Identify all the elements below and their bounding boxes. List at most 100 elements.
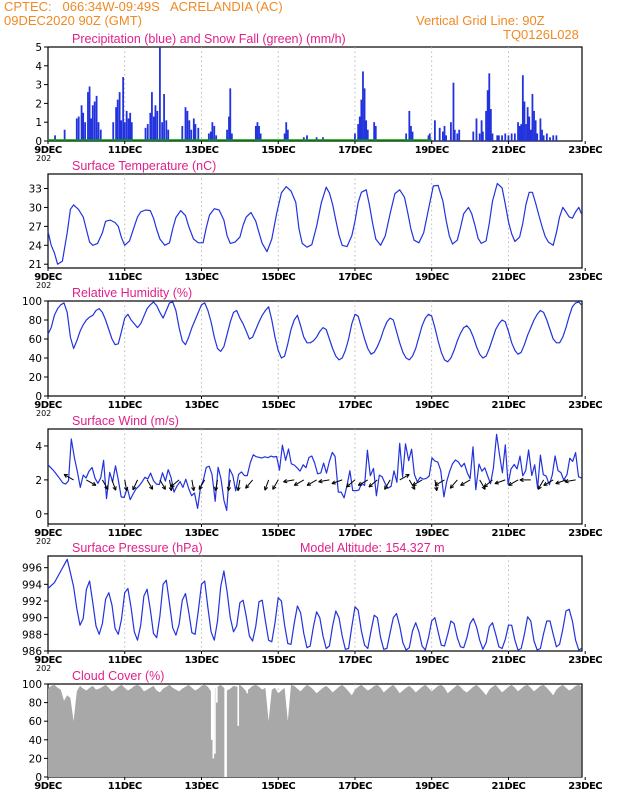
precip-bar xyxy=(209,131,212,141)
precip-bar xyxy=(84,122,86,141)
wind-arrow xyxy=(101,479,109,490)
y-tick-label: 40 xyxy=(29,735,42,747)
precip-bar xyxy=(410,125,412,141)
x-tick-label: 15DEC xyxy=(261,145,295,156)
x-tick-label: 17DEC xyxy=(338,655,372,666)
precip-bar xyxy=(489,109,492,141)
year-label: 202 xyxy=(36,281,51,290)
y-tick-label: 5 xyxy=(35,42,42,54)
wind-arrow xyxy=(245,479,254,489)
wind-arrow xyxy=(86,479,97,486)
wind-arrow xyxy=(132,479,138,491)
precip-bar xyxy=(230,133,233,141)
precip-bar xyxy=(283,133,286,141)
precip-bar xyxy=(123,122,126,141)
precip-bar xyxy=(207,133,210,141)
wind-arrow xyxy=(159,479,166,490)
precip-bar xyxy=(165,120,168,141)
precip-bar xyxy=(149,112,152,141)
wind-arrow xyxy=(357,479,369,486)
precip-bar xyxy=(122,77,125,141)
wind-arrow xyxy=(346,479,356,488)
year-label: 202 xyxy=(36,537,51,546)
precip-bar xyxy=(211,122,214,141)
precip-bar xyxy=(127,118,130,141)
x-tick-label: 21DEC xyxy=(492,272,526,283)
precip-bar xyxy=(360,99,363,141)
x-tick-label: 17DEC xyxy=(338,145,372,156)
wind-arrow xyxy=(412,479,423,486)
precip-bar xyxy=(374,125,377,141)
panel-title: Surface Pressure (hPa) xyxy=(72,541,203,555)
x-tick-label: 17DEC xyxy=(338,272,372,283)
precip-bar xyxy=(130,122,133,141)
panel-annotation: Model Altitude: 154.327 m xyxy=(300,541,445,555)
wind-arrow xyxy=(294,479,305,486)
wind-arrow-head xyxy=(434,481,440,486)
precip-bar xyxy=(488,73,491,141)
precip-bar xyxy=(354,133,356,141)
precip-bar xyxy=(411,131,414,141)
y-tick-label: 996 xyxy=(22,563,42,575)
precip-bar xyxy=(523,101,526,141)
y-tick-label: 33 xyxy=(29,184,42,196)
precip-bar xyxy=(507,135,510,141)
wind-arrow-head xyxy=(149,485,154,490)
wind-arrow xyxy=(508,479,519,486)
y-tick-label: 100 xyxy=(22,296,42,308)
y-tick-label: 988 xyxy=(22,629,42,641)
y-tick-label: 4 xyxy=(35,61,42,73)
wind-arrow-head xyxy=(543,481,548,486)
x-tick-label: 17DEC xyxy=(338,528,372,539)
precip-bar xyxy=(528,116,531,141)
precip-bar xyxy=(478,133,481,141)
x-tick-label: 13DEC xyxy=(185,655,219,666)
precip-bar xyxy=(116,99,119,141)
y-tick-label: 80 xyxy=(29,315,42,327)
precip-bar xyxy=(259,133,262,141)
y-tick-label: 20 xyxy=(29,372,42,384)
precip-bar xyxy=(322,137,324,141)
precip-bar xyxy=(228,116,230,141)
precip-bar xyxy=(192,118,195,141)
x-tick-label: 13DEC xyxy=(185,145,219,156)
x-tick-label: 9DEC xyxy=(34,272,62,283)
precip-bar xyxy=(434,120,436,141)
wind-arrow xyxy=(555,479,567,485)
wind-arrow xyxy=(368,479,378,488)
precip-bar xyxy=(226,129,228,141)
x-tick-label: 23DEC xyxy=(568,781,602,792)
wind-arrow-head xyxy=(168,486,173,492)
x-tick-label: 15DEC xyxy=(261,272,295,283)
wind-arrow xyxy=(124,479,128,491)
precip-bar xyxy=(167,129,170,141)
wind-arrow-head xyxy=(460,481,465,486)
wind-arrow-head xyxy=(226,486,232,492)
precip-bar xyxy=(521,75,524,141)
wind-arrow xyxy=(537,479,545,490)
wind-arrow-head xyxy=(519,477,524,483)
y-tick-label: 80 xyxy=(29,698,42,710)
x-tick-label: 15DEC xyxy=(261,528,295,539)
precip-bar xyxy=(501,135,503,141)
panel-title: Cloud Cover (%) xyxy=(72,669,164,683)
x-tick-label: 11DEC xyxy=(108,781,142,792)
y-tick-label: 986 xyxy=(22,646,42,658)
precip-bar xyxy=(152,116,155,141)
wind-arrow xyxy=(318,479,330,483)
x-tick-label: 11DEC xyxy=(108,528,142,539)
precip-bar xyxy=(452,82,455,141)
wind-arrow xyxy=(215,479,218,491)
x-tick-label: 23DEC xyxy=(568,272,602,283)
precip-bar xyxy=(129,112,132,141)
precip-bar xyxy=(88,86,91,141)
x-tick-label: 15DEC xyxy=(261,655,295,666)
precip-bar xyxy=(159,47,161,141)
precip-bar xyxy=(504,133,507,141)
panel-frame xyxy=(47,428,583,525)
precip-bar xyxy=(513,133,516,141)
precip-bar xyxy=(229,88,232,141)
y-tick-label: 60 xyxy=(29,716,42,728)
wind-arrow xyxy=(399,473,410,481)
precip-bar xyxy=(184,107,187,141)
